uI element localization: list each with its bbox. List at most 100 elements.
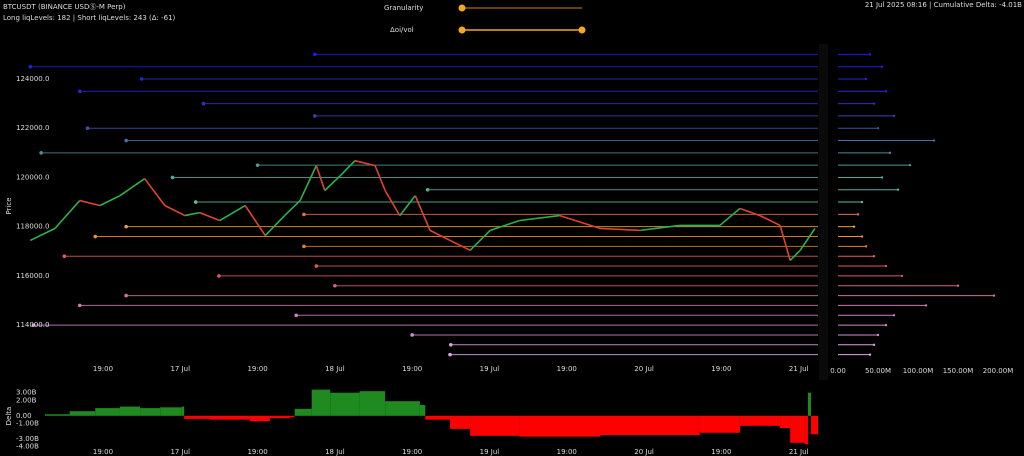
slider-knob[interactable] — [458, 26, 466, 34]
y-tick-label: -1.00B — [16, 420, 39, 428]
level-size-dot — [864, 77, 868, 81]
level-size-dot — [884, 90, 888, 93]
price-segment — [354, 159, 376, 167]
x-tick-label: 19:00 — [557, 448, 577, 456]
x-tick-label: 19:00 — [711, 365, 731, 373]
y-tick-label: 124000.0 — [16, 75, 49, 83]
level-marker — [170, 175, 175, 180]
delta-bar — [184, 415, 210, 419]
x-tick-label: 19 Jul — [480, 448, 500, 456]
delta-bar — [807, 392, 812, 416]
plot-area: 114000.0 116000.0 118000.0 120000.0 122000.0… — [16, 44, 1013, 456]
price-segment — [244, 205, 266, 236]
price-segment — [54, 200, 81, 229]
price-segment — [339, 160, 356, 177]
price-segment — [414, 195, 431, 231]
price-segment — [399, 195, 416, 217]
x-tick-label: 20 Jul — [634, 448, 654, 456]
level-size-dot — [868, 353, 872, 356]
price-segment — [469, 229, 491, 251]
level-size-dot — [992, 294, 996, 297]
delta-bar — [804, 415, 808, 445]
separator-band — [819, 44, 828, 380]
level-size-dot — [956, 284, 960, 287]
price-segment — [119, 178, 146, 197]
level-marker — [124, 224, 128, 229]
price-segment — [79, 199, 101, 207]
x-tick-label: 21 Jul — [789, 448, 809, 456]
level-marker — [85, 126, 90, 131]
delta-bar — [780, 415, 791, 429]
delta-bar — [44, 414, 70, 416]
delta-bar — [119, 406, 141, 416]
side-tick-label: 150.00M — [943, 367, 974, 375]
level-size-dot — [856, 213, 860, 216]
x-tick-label: 19:00 — [711, 448, 731, 456]
level-marker — [312, 52, 317, 57]
level-size-dot — [900, 274, 904, 278]
delta-bar — [311, 389, 331, 416]
delta-bar — [790, 415, 805, 443]
header-status: 21 Jul 2025 08:16 | Cumulative Delta: -4… — [865, 1, 1022, 9]
level-size-dot — [892, 114, 896, 118]
side-tick-label: 200.00M — [983, 367, 1014, 375]
delta-bar — [209, 415, 250, 420]
delta-bar — [69, 411, 96, 416]
level-marker — [312, 114, 317, 118]
delta-bar — [249, 415, 270, 422]
x-tick-label: 21 Jul — [789, 365, 809, 373]
level-size-dot — [884, 264, 888, 268]
y-tick-label: -4.00B — [16, 443, 39, 451]
level-marker — [31, 323, 36, 327]
header-subtitle: Long liqLevels: 182 | Short liqLevels: 2… — [3, 14, 176, 22]
control-label: Granularity — [384, 4, 423, 12]
level-marker — [255, 163, 260, 167]
price-segment — [264, 215, 286, 237]
level-marker — [201, 101, 206, 106]
delta-bar — [519, 415, 601, 437]
price-segment — [315, 165, 326, 191]
price-segment — [184, 211, 200, 217]
y-tick-label: 2.00B — [16, 396, 37, 404]
slider-knob[interactable] — [458, 4, 466, 12]
level-marker — [39, 151, 43, 155]
delta-bar — [385, 401, 420, 416]
y-tick-label: 0.00 — [16, 412, 32, 420]
delta-bar — [359, 391, 386, 416]
price-segment — [284, 200, 301, 217]
delta-bar — [450, 415, 471, 429]
level-marker — [333, 283, 337, 288]
delta-bar — [739, 415, 781, 426]
y-tick-label: 116000.0 — [16, 272, 49, 280]
level-size-dot — [860, 235, 864, 238]
level-marker — [77, 89, 82, 94]
price-segment — [99, 194, 121, 207]
level-size-dot — [852, 225, 856, 228]
price-segment — [759, 214, 781, 227]
price-segment — [789, 249, 801, 261]
level-size-dot — [896, 188, 900, 191]
delta-bar — [470, 415, 520, 436]
slider-knob[interactable] — [578, 26, 586, 34]
level-size-dot — [880, 176, 884, 179]
x-tick-label: 19 Jul — [480, 365, 500, 373]
level-size-dot — [924, 304, 928, 307]
level-size-dot — [880, 65, 884, 68]
price-segment — [144, 178, 166, 206]
price-segment — [489, 219, 520, 232]
level-marker — [294, 313, 299, 318]
price-segment — [719, 207, 741, 227]
price-segment — [779, 225, 791, 261]
level-marker — [410, 333, 414, 337]
level-marker — [77, 303, 82, 308]
level-size-dot — [872, 343, 876, 347]
x-tick-label: 19:00 — [402, 365, 422, 373]
x-tick-label: 17 Jul — [170, 365, 190, 373]
delta-bar — [181, 406, 185, 416]
x-tick-label: 19:00 — [93, 448, 113, 456]
level-marker — [93, 234, 98, 239]
x-tick-label: 20 Jul — [634, 365, 654, 373]
